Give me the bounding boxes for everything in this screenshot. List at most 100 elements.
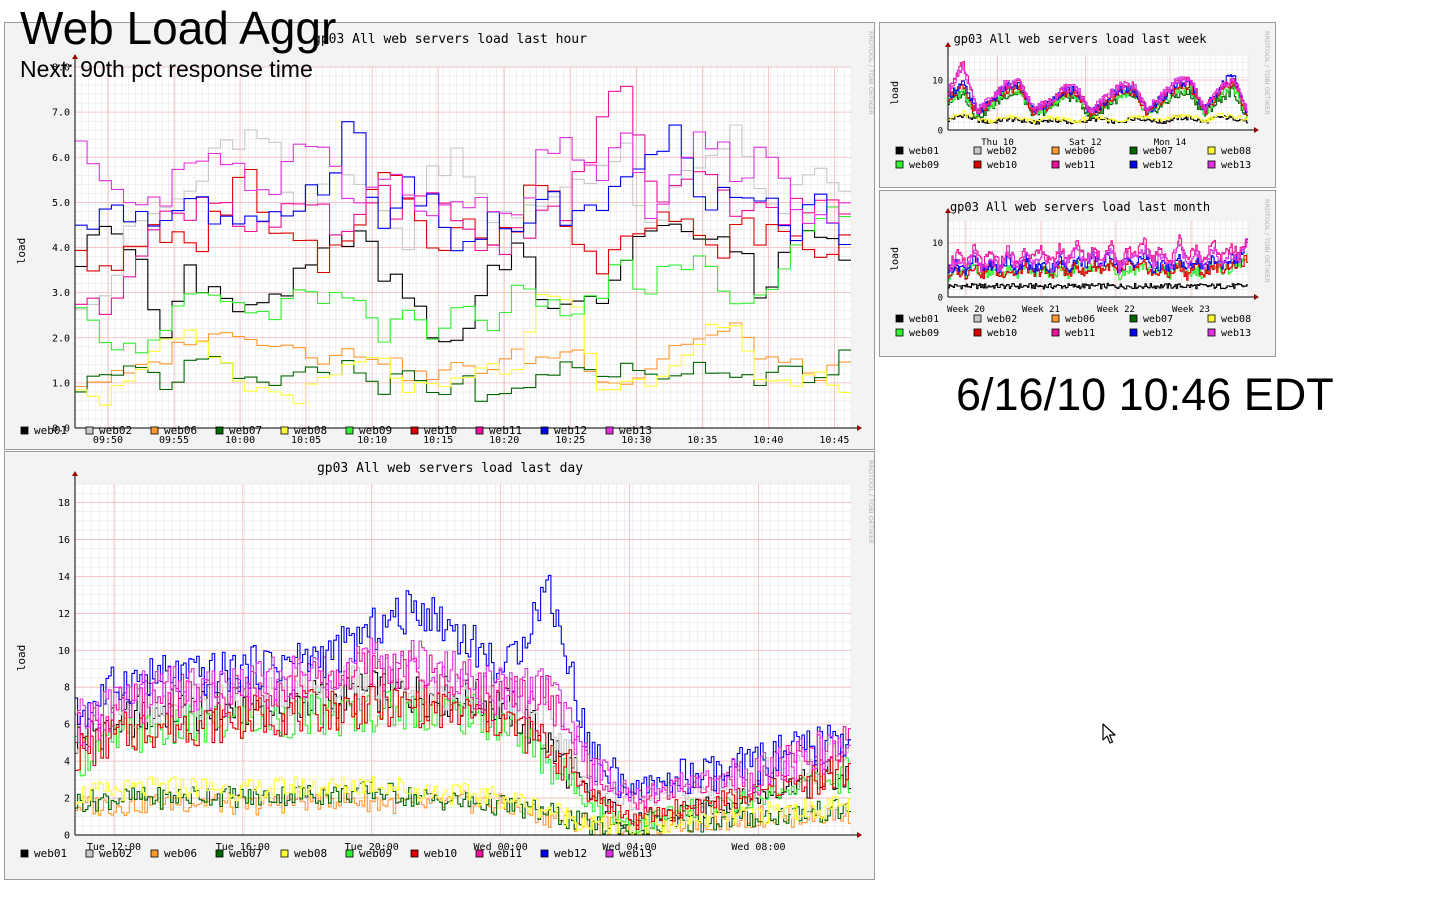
hour-chart-panel: 0.0 1.0 2.0 3.0 4.0 5.0 6.0 7.0 8.0 09:50 09:55 10:… <box>4 22 875 450</box>
legend-swatch <box>540 426 549 435</box>
legend-label: web12 <box>554 847 587 860</box>
legend-item-web07: web07 <box>215 424 262 437</box>
series-line-web12 <box>75 121 851 252</box>
legend-label: web06 <box>164 424 197 437</box>
x-tick-label: 10:25 <box>555 435 585 446</box>
legend-item-web01: web01 <box>20 847 67 860</box>
week-chart: 0 10 Thu 10 Sat 12 Mon 14 gp03 All web server… <box>890 31 1271 171</box>
legend-label: web11 <box>1065 160 1095 171</box>
legend-label: web06 <box>164 847 197 860</box>
legend-swatch <box>1129 328 1138 337</box>
legend-item-web10: web10 <box>973 160 1017 171</box>
x-tick-label: 10:05 <box>291 435 321 446</box>
legend-swatch <box>410 849 419 858</box>
legend-item-web09: web09 <box>345 424 392 437</box>
legend-swatch <box>895 160 904 169</box>
legend-swatch <box>1207 328 1216 337</box>
legend-swatch <box>475 426 484 435</box>
legend-swatch <box>150 426 159 435</box>
day-chart-panel: 0 2 4 6 8 10 12 14 16 18 Tue 12:00 Tue 16:00 Tue 20:… <box>4 451 875 880</box>
legend-swatch <box>540 849 549 858</box>
legend-swatch <box>1207 160 1216 169</box>
timestamp: 6/16/10 10:46 EDT <box>956 369 1334 420</box>
legend-label: web10 <box>987 328 1017 339</box>
series-line-web10 <box>75 683 851 830</box>
legend-item-web09: web09 <box>895 328 939 339</box>
series-line-web11 <box>948 234 1248 270</box>
mouse-cursor-icon <box>1102 723 1116 744</box>
x-tick-label: 10:10 <box>357 435 387 446</box>
legend-label: web13 <box>1221 328 1251 339</box>
y-tick-label: 6.0 <box>52 153 70 164</box>
x-tick-label: Wed 08:00 <box>731 842 785 853</box>
chart-title: gp03 All web servers load last day <box>317 461 583 476</box>
legend-swatch <box>605 849 614 858</box>
legend-swatch <box>215 849 224 858</box>
y-tick-label: 4 <box>64 757 70 768</box>
legend-label: web02 <box>987 146 1017 157</box>
y-axis-label: load <box>890 81 901 105</box>
day-chart: 0 2 4 6 8 10 12 14 16 18 Tue 12:00 Tue 16:00 Tue 20:… <box>15 460 875 860</box>
x-tick-label: 10:00 <box>225 435 255 446</box>
x-tick-label: Mon 14 <box>1154 138 1187 148</box>
legend-label: web11 <box>489 424 522 437</box>
x-tick-label: Sat 12 <box>1069 138 1102 148</box>
y-tick-label: 8 <box>64 683 70 694</box>
legend-swatch <box>475 849 484 858</box>
legend-label: web01 <box>34 424 67 437</box>
y-axis-label: load <box>15 238 28 265</box>
grid <box>74 66 852 429</box>
legend-label: web10 <box>424 424 457 437</box>
rrdtool-watermark: RRDTOOL / TOBI OETIKER <box>867 31 875 115</box>
y-tick-label: 16 <box>58 535 70 546</box>
x-tick-label: 10:15 <box>423 435 453 446</box>
rrdtool-watermark: RRDTOOL / TOBI OETIKER <box>1263 199 1271 283</box>
y-tick-label: 8.0 <box>52 63 70 74</box>
legend-label: web06 <box>1065 314 1095 325</box>
legend-item-web10: web10 <box>973 328 1017 339</box>
page-title: Web Load Aggr <box>20 2 337 54</box>
rrdtool-watermark: RRDTOOL / TOBI OETIKER <box>867 460 875 544</box>
legend-item-web06: web06 <box>150 847 197 860</box>
legend-swatch <box>1051 160 1060 169</box>
legend-swatch <box>1051 328 1060 337</box>
legend-label: web06 <box>1065 146 1095 157</box>
legend-swatch <box>345 426 354 435</box>
y-tick-label: 2 <box>64 794 70 805</box>
legend-label: web12 <box>1143 328 1173 339</box>
legend-swatch <box>973 314 982 323</box>
legend-label: web09 <box>359 847 392 860</box>
legend-swatch <box>1129 160 1138 169</box>
month-chart: 0 10 Week 20 Week 21 Week 22 Week 23 gp03 All … <box>890 199 1271 339</box>
legend-item-web11: web11 <box>475 847 522 860</box>
legend-item-web12: web12 <box>540 847 587 860</box>
legend-item-web06: web06 <box>1051 146 1095 157</box>
legend-swatch <box>605 426 614 435</box>
x-tick-label: 10:45 <box>819 435 849 446</box>
legend-swatch <box>280 849 289 858</box>
x-tick-label: 10:40 <box>753 435 783 446</box>
legend-item-web09: web09 <box>345 847 392 860</box>
week-chart-panel: 0 10 Thu 10 Sat 12 Mon 14 gp03 All web server… <box>879 22 1276 188</box>
legend-item-web08: web08 <box>280 847 327 860</box>
legend-item-web12: web12 <box>1129 160 1173 171</box>
y-axis-label: load <box>890 247 901 271</box>
x-tick-label: Tue 16:00 <box>216 842 270 853</box>
legend-item-web12: web12 <box>540 424 587 437</box>
y-tick-label: 1.0 <box>52 378 70 389</box>
legend-item-web02: web02 <box>85 424 132 437</box>
legend-swatch <box>20 426 29 435</box>
legend-label: web10 <box>987 160 1017 171</box>
y-tick-label: 0 <box>938 294 943 304</box>
legend-item-web06: web06 <box>150 424 197 437</box>
legend-swatch <box>1129 146 1138 155</box>
x-tick-label: Week 22 <box>1097 305 1135 315</box>
legend-swatch <box>1051 146 1060 155</box>
legend-item-web10: web10 <box>410 847 457 860</box>
y-tick-label: 5.0 <box>52 198 70 209</box>
legend-label: web09 <box>909 160 939 171</box>
series-line-web13 <box>948 238 1248 275</box>
legend-label: web12 <box>554 424 587 437</box>
legend-label: web08 <box>1221 314 1251 325</box>
legend-label: web10 <box>424 847 457 860</box>
